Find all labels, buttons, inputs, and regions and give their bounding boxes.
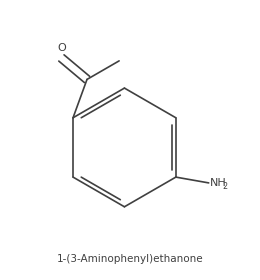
Text: 1-(3-Aminophenyl)ethanone: 1-(3-Aminophenyl)ethanone <box>57 254 203 264</box>
Text: NH: NH <box>210 178 226 188</box>
Text: O: O <box>57 43 66 53</box>
Text: 2: 2 <box>222 182 228 191</box>
